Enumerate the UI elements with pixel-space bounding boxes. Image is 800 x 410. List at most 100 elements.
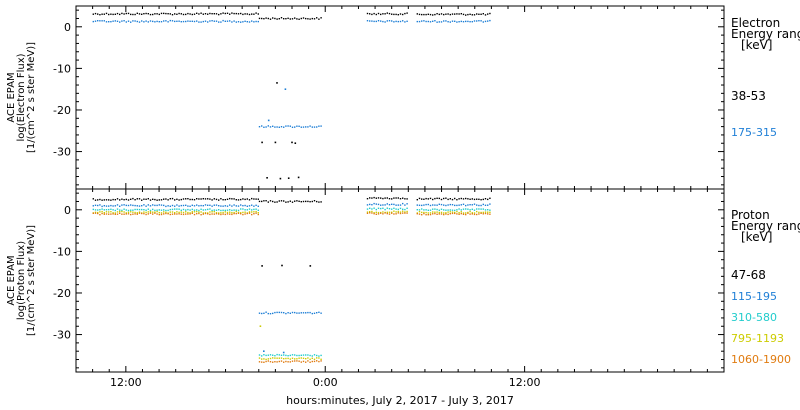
data-point xyxy=(215,213,218,215)
data-point xyxy=(283,18,285,20)
data-point xyxy=(167,209,169,212)
data-point xyxy=(202,20,204,23)
data-point xyxy=(187,208,189,211)
data-point xyxy=(484,198,487,200)
data-point xyxy=(213,211,215,213)
data-point xyxy=(127,213,130,215)
data-point xyxy=(384,204,386,206)
data-point xyxy=(406,203,408,205)
data-point xyxy=(391,208,393,210)
data-point xyxy=(198,21,200,23)
data-point xyxy=(167,205,169,207)
data-point xyxy=(476,210,478,213)
data-point xyxy=(130,198,132,200)
data-point xyxy=(169,211,171,213)
data-point xyxy=(103,199,105,201)
data-point xyxy=(130,211,132,213)
data-point xyxy=(285,18,287,20)
data-point xyxy=(443,209,445,211)
data-point xyxy=(429,209,432,211)
y-tick-label: -20 xyxy=(53,104,71,117)
data-point xyxy=(152,13,154,16)
data-point xyxy=(384,197,386,199)
data-point xyxy=(158,13,160,16)
data-point xyxy=(480,204,482,207)
data-point xyxy=(156,199,158,201)
data-point xyxy=(298,312,300,314)
data-point xyxy=(132,204,134,207)
data-point xyxy=(198,209,200,212)
data-point xyxy=(393,210,395,212)
data-point xyxy=(388,20,391,22)
data-point xyxy=(302,354,305,356)
data-point xyxy=(386,12,388,14)
data-point xyxy=(154,209,156,212)
data-point xyxy=(399,207,402,210)
data-point xyxy=(480,199,482,201)
data-point xyxy=(218,205,220,207)
data-point xyxy=(471,21,473,23)
data-point xyxy=(251,211,253,213)
data-point xyxy=(423,209,425,211)
data-point xyxy=(123,13,125,15)
data-point xyxy=(406,12,408,14)
data-point xyxy=(101,13,103,15)
data-point xyxy=(222,213,224,215)
data-point xyxy=(432,204,434,206)
data-point xyxy=(258,126,261,128)
data-point xyxy=(484,14,487,16)
data-point xyxy=(99,209,101,211)
data-point xyxy=(416,199,418,201)
data-point xyxy=(380,212,382,214)
data-point xyxy=(141,212,143,215)
data-point xyxy=(467,208,469,210)
data-point xyxy=(276,353,278,356)
data-point xyxy=(320,125,322,127)
data-point xyxy=(377,197,380,199)
data-point xyxy=(167,199,169,201)
data-point xyxy=(462,198,465,200)
data-point xyxy=(114,213,116,215)
data-point xyxy=(289,358,291,360)
data-point xyxy=(280,17,283,19)
data-point xyxy=(258,312,261,314)
data-point xyxy=(180,211,182,213)
data-point xyxy=(209,198,211,200)
data-point xyxy=(388,208,391,210)
data-point xyxy=(469,204,471,206)
legend-entry: 38-53 xyxy=(731,89,766,103)
data-point xyxy=(274,311,276,314)
data-point xyxy=(434,208,436,210)
data-point xyxy=(375,13,377,16)
data-point xyxy=(465,197,467,200)
data-point xyxy=(101,210,103,213)
data-point xyxy=(480,211,482,214)
data-point xyxy=(226,209,229,211)
data-point xyxy=(171,14,174,16)
data-point xyxy=(371,208,373,210)
data-point xyxy=(189,198,191,201)
data-point xyxy=(311,126,313,128)
data-point xyxy=(300,354,302,356)
data-point xyxy=(489,12,491,15)
data-point xyxy=(269,361,272,363)
data-point xyxy=(291,357,294,359)
data-point xyxy=(316,360,318,362)
data-point xyxy=(125,213,127,215)
data-point xyxy=(274,141,277,144)
data-point xyxy=(291,126,294,128)
data-point xyxy=(473,212,476,214)
data-point xyxy=(101,208,103,210)
y-tick-label: -10 xyxy=(53,62,71,75)
data-point xyxy=(421,204,423,207)
data-point xyxy=(397,208,399,211)
data-point xyxy=(121,209,123,212)
data-point xyxy=(489,19,491,22)
data-point xyxy=(467,204,469,206)
data-point xyxy=(311,355,313,357)
data-point xyxy=(255,12,257,14)
data-point xyxy=(429,197,432,200)
data-point xyxy=(366,20,369,22)
data-point xyxy=(438,203,440,205)
data-point xyxy=(263,350,265,352)
